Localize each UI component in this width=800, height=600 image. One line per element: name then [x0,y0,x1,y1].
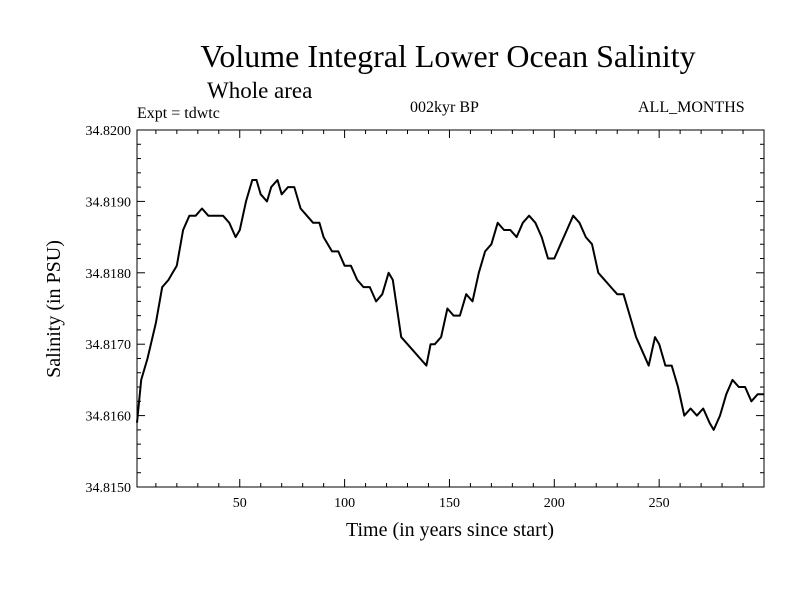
y-tick-label: 34.8170 [86,338,132,353]
salinity-series-line [136,179,764,431]
chart-title: Volume Integral Lower Ocean Salinity [200,38,696,74]
x-tick-label: 200 [544,496,565,511]
months-label: ALL_MONTHS [638,99,745,116]
y-tick-label: 34.8190 [86,195,132,210]
x-axis-title: Time (in years since start) [346,519,554,541]
axis-ticks [137,129,764,488]
period-label: 002kyr BP [410,99,479,116]
x-tick-label: 150 [439,496,460,511]
x-tick-label: 50 [233,496,247,511]
plot-frame [136,129,765,488]
y-tick-label: 34.8200 [86,124,132,139]
y-tick-label: 34.8180 [86,267,132,282]
experiment-label: Expt = tdwtc [137,105,220,122]
x-tick-label: 250 [649,496,670,511]
x-tick-label: 100 [334,496,355,511]
chart-subtitle: Whole area [207,78,313,103]
y-tick-label: 34.8160 [86,410,132,425]
y-axis-title: Salinity (in PSU) [43,240,65,378]
y-tick-label: 34.8150 [86,481,132,496]
axis-tick-labels: 50 100 150 200 250 34.8150 34.8160 34.8170 34.81… [86,124,670,511]
